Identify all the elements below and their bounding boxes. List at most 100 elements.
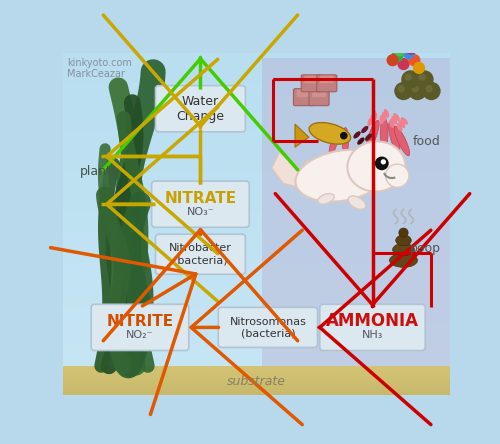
Bar bbox=[62, 220, 450, 224]
Bar bbox=[62, 392, 450, 394]
Bar bbox=[62, 117, 450, 122]
Bar bbox=[62, 331, 450, 335]
Bar bbox=[62, 381, 450, 382]
Bar bbox=[62, 389, 450, 391]
Ellipse shape bbox=[384, 109, 389, 118]
Bar bbox=[62, 75, 450, 79]
FancyBboxPatch shape bbox=[304, 75, 318, 83]
Ellipse shape bbox=[370, 114, 375, 123]
Text: NITRATE: NITRATE bbox=[164, 190, 236, 206]
Bar bbox=[62, 293, 450, 297]
Bar bbox=[62, 258, 450, 263]
Bar bbox=[62, 344, 450, 348]
Bar bbox=[62, 130, 450, 135]
Bar bbox=[62, 254, 450, 258]
Ellipse shape bbox=[366, 120, 379, 151]
Text: NITRITE: NITRITE bbox=[106, 314, 174, 329]
Bar bbox=[62, 318, 450, 322]
Circle shape bbox=[419, 74, 425, 80]
Circle shape bbox=[398, 86, 404, 92]
Bar bbox=[62, 288, 450, 293]
Ellipse shape bbox=[318, 194, 334, 204]
Circle shape bbox=[398, 59, 409, 69]
Ellipse shape bbox=[398, 120, 405, 128]
Bar bbox=[62, 305, 450, 310]
Ellipse shape bbox=[396, 235, 411, 246]
Bar bbox=[62, 373, 450, 375]
Circle shape bbox=[395, 83, 412, 99]
Bar bbox=[62, 382, 450, 384]
Text: NH₃: NH₃ bbox=[362, 330, 383, 341]
Circle shape bbox=[340, 133, 347, 139]
Bar bbox=[62, 53, 450, 58]
Bar bbox=[62, 297, 450, 301]
Bar bbox=[62, 87, 450, 92]
Bar bbox=[62, 280, 450, 284]
Polygon shape bbox=[295, 124, 309, 147]
Bar bbox=[62, 198, 450, 203]
Bar bbox=[62, 151, 450, 156]
Bar bbox=[62, 376, 450, 377]
Ellipse shape bbox=[400, 117, 408, 125]
Circle shape bbox=[409, 83, 426, 99]
Bar bbox=[62, 203, 450, 207]
Ellipse shape bbox=[386, 164, 409, 187]
Bar bbox=[62, 147, 450, 151]
Polygon shape bbox=[272, 153, 299, 187]
Circle shape bbox=[412, 86, 418, 92]
Circle shape bbox=[409, 55, 420, 66]
Bar bbox=[62, 177, 450, 182]
Bar bbox=[62, 122, 450, 126]
Ellipse shape bbox=[392, 116, 397, 125]
Bar bbox=[62, 58, 450, 62]
Bar bbox=[62, 369, 450, 374]
Bar bbox=[62, 394, 450, 395]
FancyBboxPatch shape bbox=[316, 75, 337, 92]
Text: MarkCeazar: MarkCeazar bbox=[67, 69, 125, 79]
Bar bbox=[62, 139, 450, 143]
Bar bbox=[62, 216, 450, 220]
Circle shape bbox=[382, 160, 386, 164]
FancyBboxPatch shape bbox=[91, 304, 189, 350]
Ellipse shape bbox=[304, 161, 317, 183]
Bar bbox=[62, 156, 450, 160]
Circle shape bbox=[414, 63, 424, 73]
Bar bbox=[62, 96, 450, 100]
Bar bbox=[62, 229, 450, 233]
Text: kinkyoto.com: kinkyoto.com bbox=[67, 58, 132, 68]
Bar bbox=[62, 66, 450, 71]
Bar bbox=[62, 384, 450, 385]
FancyBboxPatch shape bbox=[296, 90, 310, 97]
Bar bbox=[62, 186, 450, 190]
Bar bbox=[62, 105, 450, 109]
Circle shape bbox=[423, 83, 440, 99]
Circle shape bbox=[394, 45, 405, 56]
Ellipse shape bbox=[380, 117, 388, 150]
Text: poop: poop bbox=[410, 242, 440, 255]
Circle shape bbox=[405, 74, 411, 80]
Bar bbox=[62, 190, 450, 194]
Bar bbox=[62, 357, 450, 361]
Bar bbox=[62, 378, 450, 382]
Ellipse shape bbox=[354, 131, 360, 139]
Bar bbox=[62, 327, 450, 331]
Circle shape bbox=[376, 157, 388, 170]
Bar bbox=[62, 340, 450, 344]
Ellipse shape bbox=[348, 196, 366, 210]
Bar bbox=[62, 377, 450, 379]
FancyBboxPatch shape bbox=[320, 304, 425, 350]
Ellipse shape bbox=[380, 115, 384, 124]
FancyBboxPatch shape bbox=[218, 307, 318, 347]
Bar bbox=[62, 335, 450, 340]
Bar bbox=[62, 135, 450, 139]
Bar bbox=[62, 62, 450, 66]
Text: substrate: substrate bbox=[227, 375, 286, 388]
Ellipse shape bbox=[357, 137, 364, 145]
Bar bbox=[62, 322, 450, 327]
FancyBboxPatch shape bbox=[309, 89, 329, 106]
Bar bbox=[62, 126, 450, 130]
Bar bbox=[62, 379, 450, 381]
Bar bbox=[62, 301, 450, 305]
Text: food: food bbox=[413, 135, 440, 147]
Bar bbox=[62, 271, 450, 275]
